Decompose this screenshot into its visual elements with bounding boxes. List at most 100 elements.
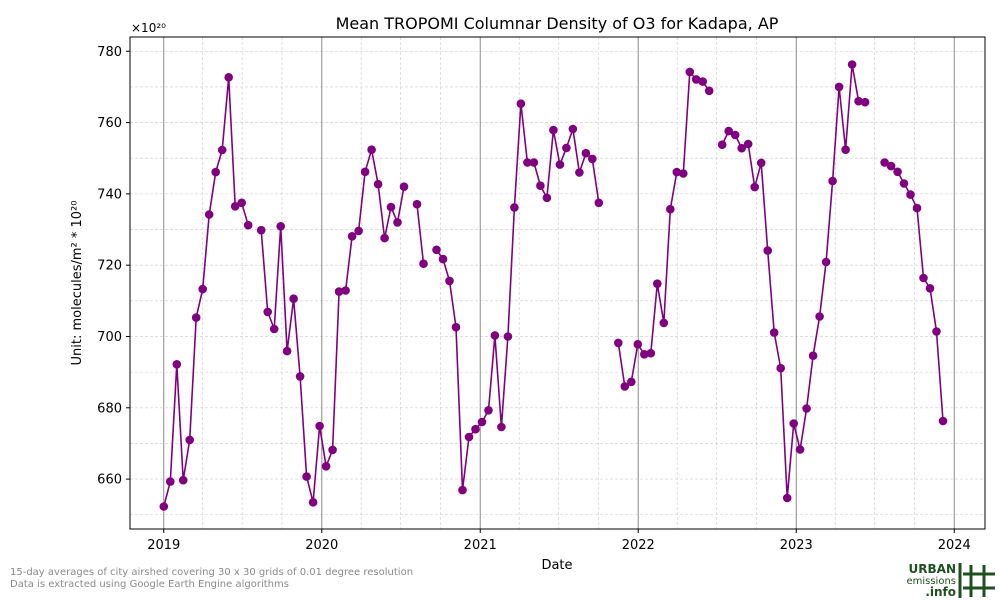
data-point (315, 421, 324, 431)
data-point (815, 312, 824, 321)
data-point (588, 154, 597, 164)
x-tick-label: 2023 (780, 538, 813, 553)
data-point (477, 417, 487, 427)
data-point (211, 167, 220, 177)
data-point (178, 475, 188, 485)
y-tick-label: 740 (97, 187, 122, 202)
data-point (464, 432, 474, 442)
data-point (419, 259, 428, 269)
data-point (568, 124, 578, 134)
series-line-segment (884, 161, 944, 422)
data-point (386, 202, 396, 212)
data-point (627, 377, 636, 387)
plot-frame (129, 36, 986, 530)
data-point (276, 222, 286, 231)
logo-text-urban: URBAN (909, 562, 956, 576)
logo-text-emissions: emissions (906, 576, 956, 587)
axis-multiplier-label: ×10²⁰ (131, 21, 166, 35)
data-point (230, 202, 240, 211)
data-point (347, 232, 357, 241)
data-point (880, 158, 889, 167)
logo-grid-icon (958, 563, 995, 598)
series-line-segment (163, 76, 249, 507)
data-point (575, 168, 584, 177)
data-point (666, 204, 675, 214)
data-point (659, 318, 669, 328)
y-axis-label: Unit: molecules/m² * 10²⁰ (70, 201, 85, 366)
data-point (776, 363, 785, 373)
data-point (724, 126, 733, 136)
data-point (412, 199, 422, 209)
data-point (691, 75, 701, 84)
data-point (224, 73, 233, 82)
data-point (523, 158, 532, 167)
year-lines (163, 37, 955, 529)
x-tick-label: 2020 (305, 538, 338, 553)
data-point (471, 424, 480, 434)
data-point (269, 324, 279, 334)
data-point (393, 218, 402, 227)
data-point (484, 406, 493, 415)
data-point (737, 143, 746, 153)
data-point (373, 179, 383, 189)
data-point (685, 67, 695, 77)
data-point (633, 340, 643, 349)
data-point (334, 287, 344, 296)
x-axis-ticks: 2019 2020 2021 2022 2023 2024 (147, 529, 971, 553)
data-point (730, 130, 740, 140)
data-point (321, 462, 331, 471)
data-point (640, 350, 649, 359)
data-point (614, 338, 623, 348)
data-point (860, 97, 870, 107)
y-tick-label: 760 (97, 116, 122, 131)
data-point (198, 284, 207, 294)
logo-text-info: .info (925, 585, 956, 599)
data-point (653, 279, 662, 289)
data-point (698, 77, 707, 86)
data-point (529, 158, 539, 167)
data-point (581, 148, 591, 158)
data-point (789, 419, 798, 428)
data-point (899, 179, 909, 188)
data-point (795, 445, 805, 454)
data-point (159, 502, 169, 511)
y-tick-label: 660 (97, 473, 122, 488)
data-point (399, 182, 409, 191)
data-point (925, 284, 935, 293)
data-point (704, 86, 714, 96)
data-point (919, 273, 928, 283)
data-point (679, 169, 688, 178)
footnote-source: Data is extracted using Google Earth Eng… (10, 579, 289, 590)
y-tick-label: 720 (97, 259, 122, 274)
data-point (562, 143, 571, 153)
data-point (367, 145, 376, 154)
data-point (938, 416, 948, 426)
footnote-resolution: 15-day averages of city airshed covering… (10, 567, 414, 578)
data-point (932, 327, 941, 336)
data-point (756, 158, 766, 168)
data-point (743, 139, 753, 149)
data-point (717, 140, 727, 149)
data-point (906, 190, 915, 199)
data-point (821, 257, 831, 267)
chart-title: Mean TROPOMI Columnar Density of O3 for … (336, 14, 779, 33)
data-point (828, 176, 837, 186)
x-tick-label: 2019 (147, 538, 180, 553)
data-point (360, 167, 370, 177)
data-point (445, 276, 454, 286)
data-point (438, 254, 448, 264)
data-point (893, 167, 902, 177)
data-point (782, 493, 792, 503)
data-point (847, 60, 857, 69)
data-point (555, 160, 565, 169)
series-line-segment (721, 63, 866, 499)
data-point (295, 372, 305, 381)
data-point (354, 226, 363, 236)
data-point (802, 404, 811, 413)
data-point (166, 477, 175, 486)
data-point (886, 161, 896, 171)
data-point (594, 198, 604, 208)
data-point (841, 145, 850, 154)
series-line-segment (435, 102, 600, 491)
